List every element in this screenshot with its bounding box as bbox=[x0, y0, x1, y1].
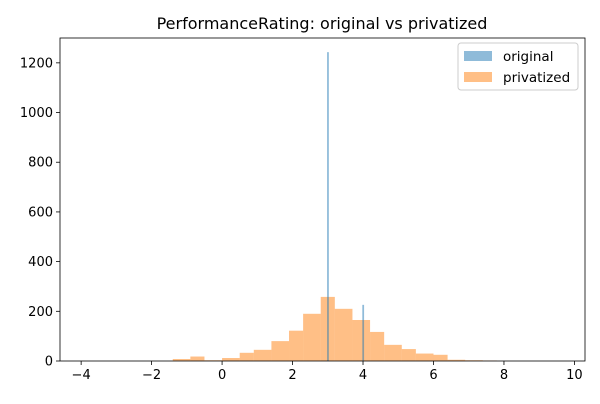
y-tick-label: 400 bbox=[28, 255, 53, 270]
bar-privatized-6 bbox=[271, 341, 290, 361]
y-tick-label: 0 bbox=[45, 355, 53, 370]
bar-privatized-13 bbox=[384, 344, 402, 361]
bar-privatized-8 bbox=[303, 313, 321, 361]
x-tick-label: −4 bbox=[72, 368, 91, 383]
bar-privatized-1 bbox=[190, 356, 205, 361]
bar-privatized-17 bbox=[447, 359, 466, 361]
bar-privatized-15 bbox=[415, 353, 434, 361]
x-tick-label: −2 bbox=[142, 368, 161, 383]
bar-privatized-14 bbox=[401, 349, 416, 361]
legend-swatch-original bbox=[464, 51, 492, 61]
x-tick-label: 8 bbox=[500, 368, 508, 383]
bar-privatized-16 bbox=[433, 354, 448, 361]
bar-privatized-7 bbox=[289, 330, 304, 361]
y-tick-label: 1200 bbox=[20, 56, 53, 71]
bar-privatized-4 bbox=[239, 352, 254, 361]
bar-privatized-10 bbox=[334, 308, 353, 361]
plot-frame bbox=[59, 37, 586, 362]
x-tick-label: 4 bbox=[359, 368, 367, 383]
bar-privatized-12 bbox=[370, 331, 385, 361]
legend-label-privatized: privatized bbox=[503, 70, 570, 86]
bar-original-0 bbox=[327, 52, 329, 361]
y-tick-label: 200 bbox=[28, 305, 53, 320]
legend: original privatized bbox=[457, 42, 579, 91]
bar-original-1 bbox=[362, 304, 365, 361]
y-tick-label: 800 bbox=[28, 156, 53, 171]
x-tick-label: 10 bbox=[566, 368, 583, 383]
y-tick-label: 1000 bbox=[20, 106, 53, 121]
bar-privatized-5 bbox=[253, 349, 272, 361]
bar-privatized-3 bbox=[222, 358, 240, 361]
y-axis: 0 200 400 600 800 1000 1200 bbox=[20, 56, 60, 370]
x-tick-label: 2 bbox=[288, 368, 296, 383]
bar-privatized-11 bbox=[352, 320, 371, 361]
x-tick-label: 6 bbox=[429, 368, 437, 383]
legend-label-original: original bbox=[503, 49, 553, 65]
chart-title: PerformanceRating: original vs privatize… bbox=[157, 14, 488, 33]
x-tick-label: 0 bbox=[218, 368, 226, 383]
bar-privatized-0 bbox=[172, 359, 191, 361]
y-tick-label: 600 bbox=[28, 205, 53, 220]
legend-swatch-privatized bbox=[464, 72, 492, 82]
x-axis: −4 −2 0 2 4 6 8 10 bbox=[72, 361, 583, 383]
bars-layer bbox=[172, 52, 497, 361]
